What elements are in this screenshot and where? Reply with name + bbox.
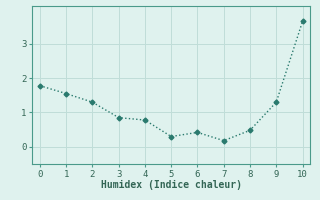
X-axis label: Humidex (Indice chaleur): Humidex (Indice chaleur) <box>101 180 242 190</box>
